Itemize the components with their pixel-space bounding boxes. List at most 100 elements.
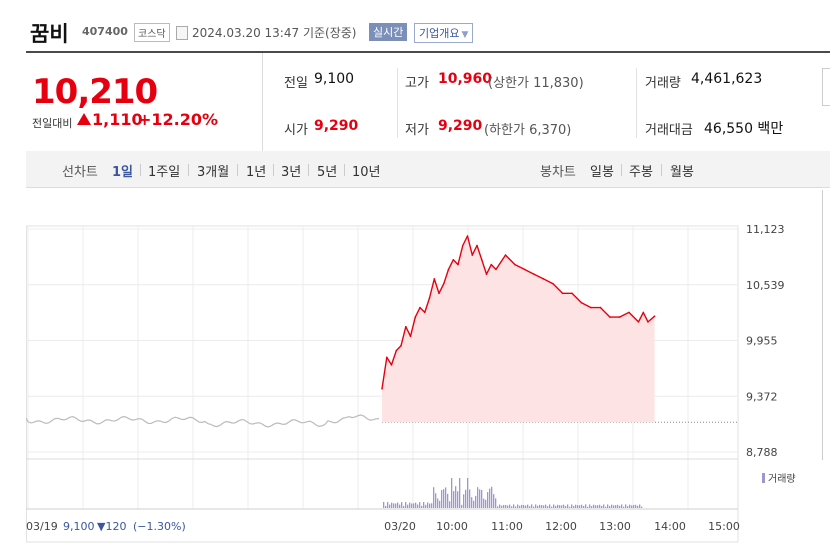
volume-bar <box>433 487 435 508</box>
price-point <box>471 254 474 256</box>
volume-bar <box>461 504 463 508</box>
volume-bar <box>527 504 529 508</box>
open-label: 시가 <box>284 123 308 138</box>
volume-bar <box>535 504 537 508</box>
price-point <box>618 316 621 318</box>
price-point <box>580 302 583 304</box>
volume-bar <box>425 504 427 508</box>
price-point <box>542 278 545 280</box>
volume-bar <box>509 504 511 508</box>
price-point <box>424 311 426 314</box>
price-point <box>495 268 497 271</box>
price-point <box>390 364 393 366</box>
price-point <box>405 325 407 328</box>
price-change-percent: +12.20% <box>138 110 219 129</box>
y-tick-label: 9,955 <box>746 335 778 348</box>
change-label: 전일대비 <box>32 117 73 130</box>
volume-bar <box>469 489 471 508</box>
volume-bar <box>405 502 407 508</box>
volume-bar <box>447 493 449 508</box>
price-point <box>637 321 640 323</box>
period-1day[interactable]: 1일 <box>112 165 134 180</box>
volume-bar <box>481 489 483 508</box>
period-1week[interactable]: 1주일 <box>148 165 181 180</box>
period-divider <box>344 164 345 176</box>
price-point <box>485 273 488 275</box>
price-point <box>466 235 469 237</box>
volume-bar <box>451 478 453 508</box>
volume-bar <box>553 504 555 508</box>
volume-legend-label: 거래량 <box>768 473 796 485</box>
period-10year[interactable]: 10년 <box>352 165 381 180</box>
period-1year[interactable]: 1년 <box>246 165 267 180</box>
volume-bar <box>617 504 619 508</box>
price-point <box>599 306 602 309</box>
volume-bar <box>417 504 419 508</box>
prev-close-value: 9,100 <box>314 71 355 87</box>
volume-bar <box>537 505 539 508</box>
quote-datetime: 2024.03.20 13:47 기준(장중) <box>192 26 357 40</box>
price-point <box>609 316 611 318</box>
price-summary <box>26 53 263 151</box>
volume-bar <box>391 502 393 508</box>
candle-chart-label: 봉차트 <box>540 165 576 180</box>
volume-bar <box>501 505 503 508</box>
prev-day-change-percent: (−1.30%) <box>133 520 186 533</box>
volume-bar <box>413 503 415 508</box>
market-badge: 코스닥 <box>134 23 170 42</box>
volume-bar <box>489 488 491 508</box>
candle-monthly[interactable]: 월봉 <box>670 165 694 180</box>
volume-bar <box>543 505 545 508</box>
volume-bar <box>513 504 515 508</box>
volume-bar <box>613 505 615 508</box>
candle-weekly[interactable]: 주봉 <box>629 165 653 180</box>
volume-bar <box>497 506 499 508</box>
volume-bar <box>459 478 461 508</box>
volume-bar <box>577 505 579 508</box>
volume-bar <box>605 506 607 508</box>
volume-bar <box>487 492 489 508</box>
volume-bar <box>397 502 399 508</box>
period-3year[interactable]: 3년 <box>281 165 302 180</box>
candle-daily[interactable]: 일봉 <box>590 165 614 180</box>
volume-bar <box>557 504 559 508</box>
volume-bar <box>615 505 617 508</box>
volume-bar <box>541 505 543 508</box>
volume-bar <box>441 489 443 508</box>
intraday-price-chart[interactable]: 11,123 10,539 9,955 9,372 8,788 거래량 03/20 10:00… <box>26 196 822 549</box>
x-tick-label: 13:00 <box>599 520 631 533</box>
price-point <box>647 321 649 323</box>
volume-bar <box>467 478 469 508</box>
volume-bar <box>491 486 493 508</box>
period-5year[interactable]: 5년 <box>317 165 338 180</box>
price-point <box>590 306 592 309</box>
volume-bar <box>591 505 593 508</box>
price-area-fill <box>382 236 655 423</box>
volume-bar <box>429 503 431 508</box>
price-point <box>395 349 398 352</box>
volume-bar <box>551 506 553 508</box>
volume-legend-swatch <box>762 473 765 483</box>
prev-day-close: 9,100 <box>63 520 95 533</box>
volume-bar <box>567 504 569 508</box>
side-panel-edge <box>822 68 830 106</box>
company-overview-button[interactable]: 기업개요 ▼ <box>414 23 474 43</box>
volume-bar <box>419 502 421 508</box>
volume-bar <box>587 506 589 508</box>
price-point <box>552 282 554 285</box>
volume-bar <box>493 494 495 508</box>
period-3month[interactable]: 3개월 <box>197 165 230 180</box>
volume-bar <box>439 500 441 508</box>
prev-day-line <box>26 414 380 428</box>
prev-day-change: ▼120 <box>97 520 126 533</box>
price-point <box>443 282 445 285</box>
volume-bar <box>575 504 577 508</box>
price-point <box>462 244 464 247</box>
realtime-button[interactable]: 실시간 <box>369 23 408 41</box>
volume-bar <box>477 487 479 508</box>
volume-bar <box>431 503 433 508</box>
stat-divider <box>397 68 398 138</box>
volume-bar <box>525 505 527 508</box>
volume-bar <box>619 505 621 508</box>
price-point <box>561 292 564 295</box>
